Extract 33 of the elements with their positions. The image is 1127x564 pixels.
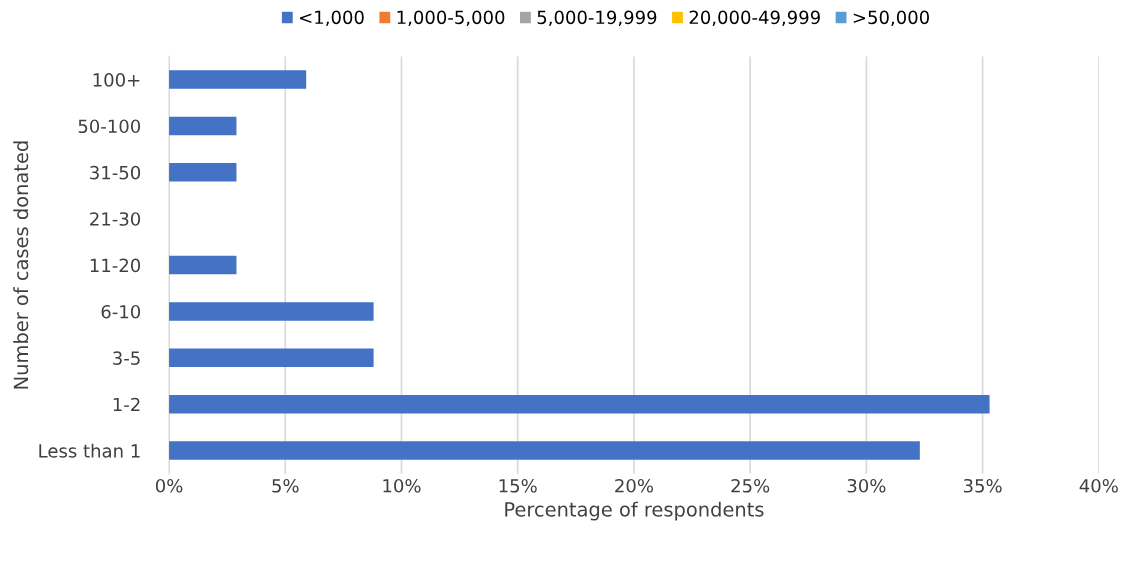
- legend-label: 1,000-5,000: [397, 10, 505, 26]
- x-tick-label: 15%: [499, 478, 537, 493]
- bar: [169, 348, 374, 368]
- y-tick-label: 3-5: [113, 351, 140, 365]
- x-tick-label: 5%: [272, 478, 299, 493]
- x-axis-title: Percentage of respondents: [505, 501, 764, 521]
- x-tick-label: 30%: [847, 478, 886, 493]
- y-tick-label: 1-2: [113, 397, 140, 412]
- bar: [169, 70, 307, 89]
- bar: [169, 441, 920, 460]
- y-tick-label: 50-100: [78, 119, 141, 134]
- y-tick-label: 31-50: [90, 165, 141, 180]
- x-tick-label: 25%: [731, 478, 770, 493]
- bar: [169, 394, 990, 414]
- y-tick-label: 100+: [93, 73, 140, 87]
- x-tick-label: 35%: [963, 478, 1002, 493]
- legend-label: <1,000: [300, 10, 364, 26]
- legend-label: 20,000-49,999: [689, 10, 820, 26]
- legend-label: >50,000: [853, 10, 929, 26]
- y-axis-title: Number of cases donated: [13, 141, 29, 389]
- bar: [169, 255, 237, 275]
- y-tick-label: Less than 1: [39, 443, 140, 458]
- bar: [169, 302, 374, 321]
- x-tick-label: 10%: [383, 478, 421, 493]
- bar: [169, 163, 237, 182]
- x-tick-label: 0%: [155, 478, 183, 493]
- y-tick-label: 21-30: [90, 212, 141, 226]
- y-tick-label: 6-10: [101, 304, 141, 319]
- bar: [169, 116, 237, 136]
- y-tick-label: 11-20: [90, 258, 141, 273]
- legend-label: 5,000-19,999: [537, 10, 657, 26]
- x-tick-label: 20%: [615, 478, 654, 493]
- x-tick-label: 40%: [1079, 478, 1118, 493]
